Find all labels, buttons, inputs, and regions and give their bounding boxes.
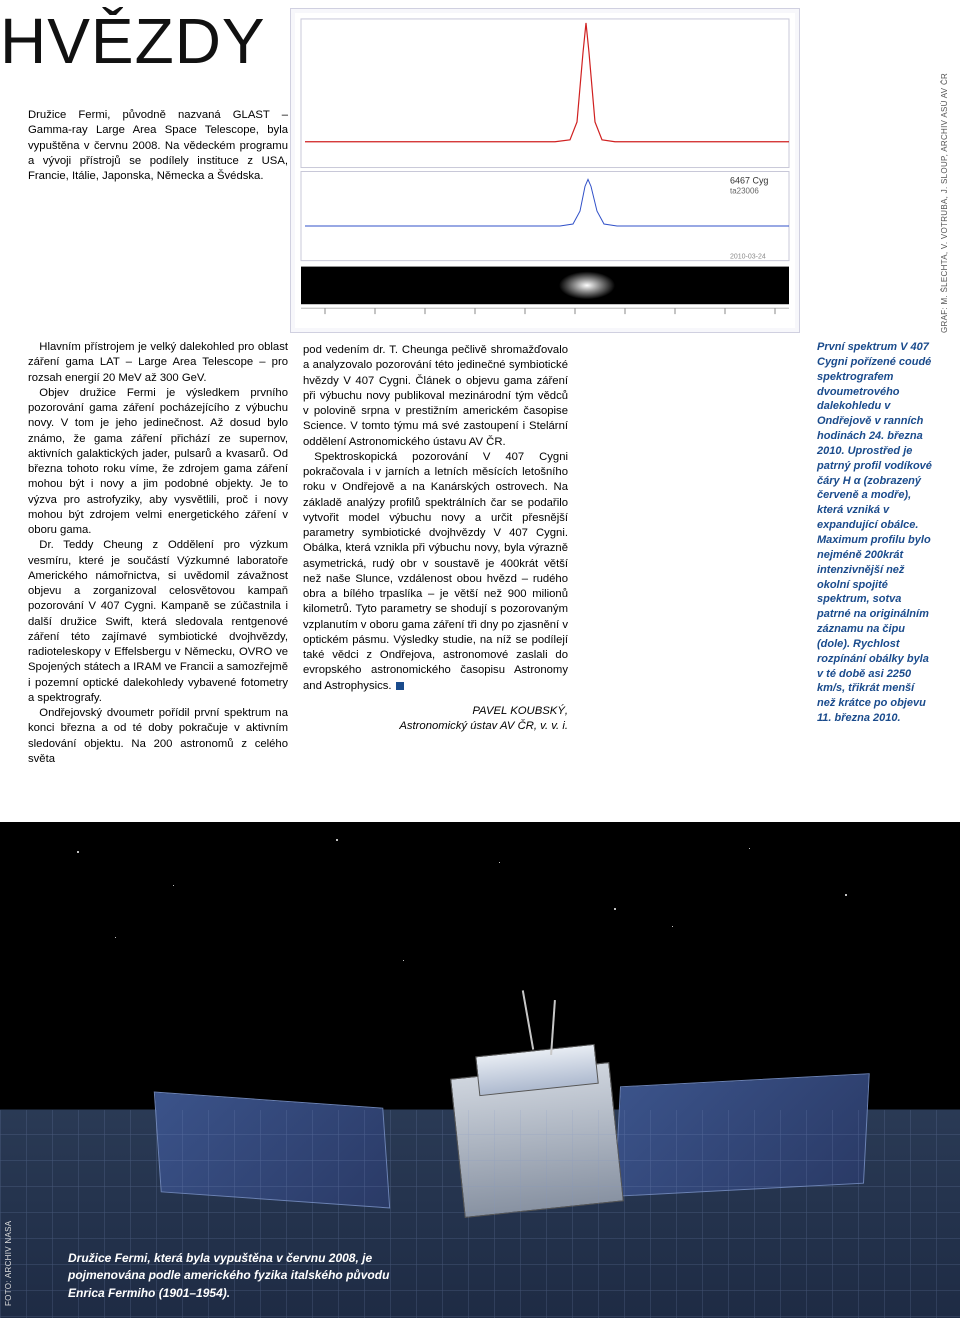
col1-p3: Objev družice Fermi je výsledkem prvního…: [28, 386, 288, 539]
col1-p1: Družice Fermi, původně nazvaná GLAST – G…: [28, 108, 288, 184]
author-name: PAVEL KOUBSKÝ,: [303, 704, 568, 719]
chart-credit: GRAF: M. ŠLECHTA, V. VOTRUBA, J. SLOUP, …: [940, 8, 954, 333]
author-inst: Astronomický ústav AV ČR, v. v. i.: [303, 719, 568, 734]
col2-p1: pod vedením dr. T. Cheunga pečlivě shrom…: [303, 343, 568, 450]
photo-credit: FOTO: ARCHIV NASA: [4, 1186, 18, 1306]
photo-caption: Družice Fermi, která byla vypuštěna v če…: [68, 1250, 408, 1302]
page: HVĚZDY 6467 Cyg ta23006 2010-03-24: [0, 0, 960, 1318]
col1-p4: Dr. Teddy Cheung z Oddělení pro výzkum v…: [28, 538, 288, 706]
col1-p5: Ondřejovský dvoumetr pořídil první spekt…: [28, 706, 288, 767]
column-1: Družice Fermi, původně nazvaná GLAST – G…: [28, 108, 288, 818]
satellite-photo: FOTO: ARCHIV NASA Družice Fermi, která b…: [0, 822, 960, 1318]
col1-p2: Hlavním přístrojem je velký dalekohled p…: [28, 340, 288, 386]
author-signature: PAVEL KOUBSKÝ, Astronomický ústav AV ČR,…: [303, 704, 568, 735]
column-2: pod vedením dr. T. Cheunga pečlivě shrom…: [303, 343, 568, 818]
earth-grid: [0, 822, 960, 1318]
body-columns: Družice Fermi, původně nazvaná GLAST – G…: [28, 108, 803, 818]
page-title: HVĚZDY: [0, 4, 266, 78]
side-caption: První spektrum V 407 Cygni pořízené coud…: [817, 340, 932, 726]
col2-p2: Spektroskopická pozorování V 407 Cygni p…: [303, 450, 568, 694]
